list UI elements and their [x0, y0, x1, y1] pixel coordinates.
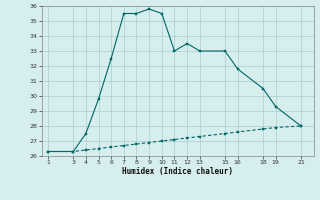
- X-axis label: Humidex (Indice chaleur): Humidex (Indice chaleur): [122, 167, 233, 176]
